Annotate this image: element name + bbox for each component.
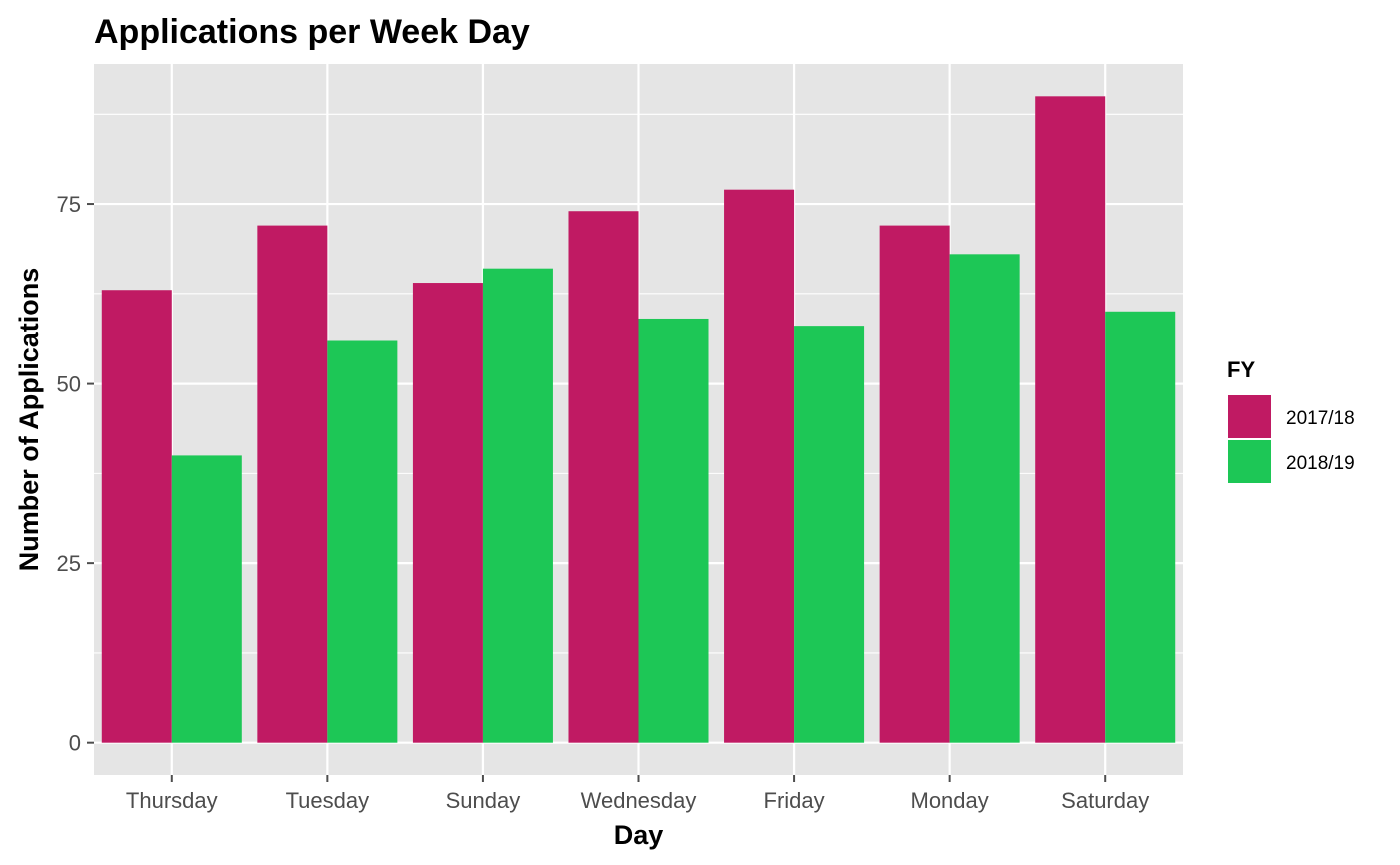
x-tick-label: Wednesday xyxy=(581,788,697,813)
x-tick-label: Tuesday xyxy=(286,788,370,813)
y-axis: 0 25 50 75 xyxy=(57,192,94,756)
bar-monday-2018-19 xyxy=(949,254,1020,743)
x-axis-title: Day xyxy=(614,820,664,850)
bar-tuesday-2018-19 xyxy=(327,340,398,743)
bar-friday-2017-18 xyxy=(724,189,795,743)
y-tick-label: 50 xyxy=(57,372,81,397)
bar-monday-2017-18 xyxy=(879,225,950,743)
chart-title: Applications per Week Day xyxy=(94,13,530,51)
x-tick-label: Sunday xyxy=(446,788,521,813)
bar-sunday-2018-19 xyxy=(482,268,553,743)
legend: FY 2017/18 2018/19 xyxy=(1227,357,1355,483)
y-tick-label: 0 xyxy=(69,731,81,756)
legend-key xyxy=(1228,440,1271,483)
bar-sunday-2017-18 xyxy=(412,283,483,743)
bar-thursday-2017-18 xyxy=(101,290,172,743)
legend-label: 2017/18 xyxy=(1286,408,1355,429)
y-tick-label: 75 xyxy=(57,192,81,217)
x-tick-label: Friday xyxy=(764,788,825,813)
bar-thursday-2018-19 xyxy=(171,455,242,743)
bar-wednesday-2017-18 xyxy=(568,211,639,743)
bar-friday-2018-19 xyxy=(794,326,865,743)
bar-tuesday-2017-18 xyxy=(257,225,328,743)
x-tick-label: Monday xyxy=(911,788,989,813)
x-tick-label: Saturday xyxy=(1061,788,1149,813)
bar-wednesday-2018-19 xyxy=(638,318,709,743)
legend-key xyxy=(1228,395,1271,438)
bar-saturday-2017-18 xyxy=(1035,96,1106,743)
y-axis-title: Number of Applications xyxy=(14,268,44,572)
bars-group xyxy=(101,96,1176,743)
x-tick-label: Thursday xyxy=(126,788,218,813)
x-axis: Thursday Tuesday Sunday Wednesday Friday Mond… xyxy=(126,775,1149,813)
bar-saturday-2018-19 xyxy=(1105,311,1176,743)
y-tick-label: 25 xyxy=(57,551,81,576)
legend-label: 2018/19 xyxy=(1286,453,1355,474)
legend-title: FY xyxy=(1227,357,1255,382)
